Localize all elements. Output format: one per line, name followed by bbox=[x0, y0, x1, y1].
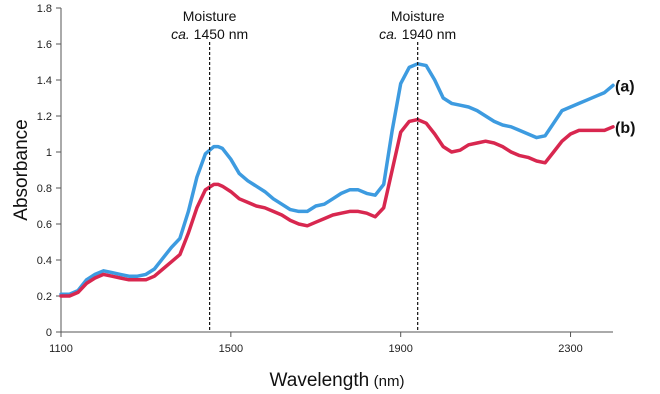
x-axis-unit: (nm) bbox=[374, 373, 405, 390]
y-tick-label: 1.4 bbox=[37, 75, 52, 87]
y-axis-title: Absorbance bbox=[11, 119, 32, 220]
y-tick-label: 1 bbox=[46, 147, 52, 159]
x-axis-title: Wavelength (nm) bbox=[270, 370, 405, 391]
y-tick-label: 1.2 bbox=[37, 111, 52, 123]
series-label-a: (a) bbox=[615, 78, 635, 95]
series-label-b: (b) bbox=[615, 120, 635, 137]
y-tick-label: 0.4 bbox=[37, 255, 52, 267]
x-tick-label: 1100 bbox=[49, 343, 73, 355]
wavelength-value: 1450 nm bbox=[194, 26, 248, 42]
y-tick-label: 0 bbox=[46, 327, 52, 339]
x-tick-label: 1900 bbox=[388, 343, 412, 355]
y-tick-label: 1.8 bbox=[37, 3, 52, 15]
circa-abbrev: ca. bbox=[379, 26, 398, 42]
x-axis-title-text: Wavelength bbox=[270, 370, 370, 391]
moisture-label: Moisture bbox=[391, 8, 445, 24]
circa-abbrev: ca. bbox=[171, 26, 190, 42]
moisture-wavelength-label: ca. 1940 nm bbox=[379, 26, 456, 42]
y-tick-label: 1.6 bbox=[37, 39, 52, 51]
y-tick-label: 0.6 bbox=[37, 219, 52, 231]
y-tick-label: 0.2 bbox=[37, 291, 52, 303]
x-tick-label: 2300 bbox=[558, 343, 582, 355]
moisture-wavelength-label: ca. 1450 nm bbox=[171, 26, 248, 42]
series-line-b bbox=[59, 117, 615, 298]
x-tick-label: 1500 bbox=[219, 343, 243, 355]
y-tick-label: 0.8 bbox=[37, 183, 52, 195]
wavelength-value: 1940 nm bbox=[402, 26, 456, 42]
moisture-label: Moisture bbox=[183, 8, 237, 24]
series-line-a bbox=[59, 62, 615, 296]
